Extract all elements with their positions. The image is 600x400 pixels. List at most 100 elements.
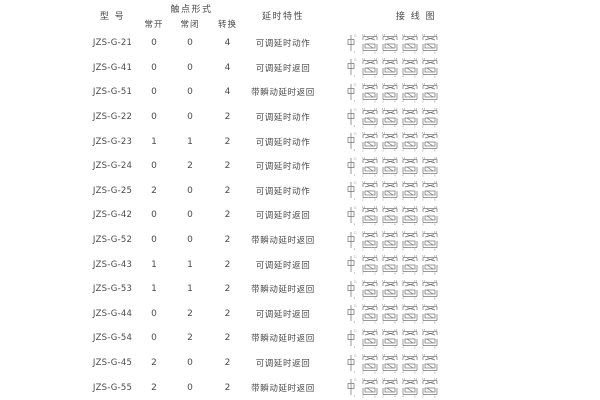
svg-text:13: 13	[382, 131, 386, 135]
svg-text:2: 2	[362, 149, 364, 153]
table-row: JZS-G-53 1 1 2 带瞬动延时返回 11 1 12 13 2 3 13 14 3 4 14 15 4 5 1…	[88, 277, 512, 302]
svg-text:3: 3	[374, 173, 376, 177]
svg-text:14: 14	[394, 230, 398, 234]
svg-text:2: 2	[362, 124, 364, 128]
svg-text:5: 5	[414, 75, 416, 79]
svg-text:3: 3	[374, 272, 376, 276]
svg-text:14: 14	[394, 107, 398, 111]
svg-text:3: 3	[382, 50, 384, 54]
svg-text:6: 6	[434, 173, 436, 177]
svg-text:1: 1	[354, 296, 356, 300]
svg-text:11: 11	[354, 255, 358, 259]
svg-text:5: 5	[422, 395, 424, 399]
svg-text:13: 13	[382, 303, 386, 307]
svg-text:11: 11	[354, 33, 358, 37]
svg-text:3: 3	[382, 173, 384, 177]
svg-text:5: 5	[422, 345, 424, 349]
svg-text:1: 1	[354, 99, 356, 103]
svg-text:14: 14	[394, 353, 398, 357]
cell-delay: 带瞬动延时返回	[251, 334, 315, 345]
table-row: JZS-G-52 0 0 2 带瞬动延时返回 11 1 12 13 2 3 13 14 3 4 14 15 4 5 1…	[88, 228, 512, 253]
svg-text:13: 13	[374, 205, 378, 209]
svg-text:13: 13	[374, 254, 378, 258]
cell-wiring: 11 1 12 13 2 3 13 14 3 4 14 15 4 5 15 16 5 6	[320, 228, 512, 253]
cell-wiring: 11 1 12 13 2 3 13 14 3 4 14 15 4 5 15 16 5 6	[320, 326, 512, 351]
cell-wiring: 11 1 12 13 2 3 13 14 3 4 14 15 4 5 15 16 5 6	[320, 252, 512, 277]
cell-contact-no: 2	[151, 358, 157, 369]
svg-text:3: 3	[382, 395, 384, 399]
cell-contact-change: 4	[224, 38, 231, 49]
svg-text:15: 15	[414, 33, 418, 37]
svg-text:15: 15	[422, 254, 426, 258]
svg-text:13: 13	[382, 230, 386, 234]
svg-text:16: 16	[434, 328, 438, 332]
svg-text:5: 5	[414, 345, 416, 349]
cell-model: JZS-G-54	[92, 333, 133, 344]
cell-delay: 带瞬动延时返回	[251, 285, 315, 296]
svg-text:5: 5	[422, 149, 424, 153]
cell-contact-nc: 2	[187, 308, 193, 319]
col-header-contact-form: 触点形式	[170, 4, 213, 15]
cell-contact-change: 2	[224, 382, 231, 393]
cell-model: JZS-G-52	[92, 235, 133, 246]
svg-text:3: 3	[382, 247, 384, 251]
cell-contact-change: 2	[224, 259, 231, 270]
svg-text:5: 5	[414, 124, 416, 128]
cell-contact-change: 2	[224, 333, 231, 344]
svg-text:12: 12	[362, 107, 366, 111]
svg-text:15: 15	[422, 107, 426, 111]
cell-contact-change: 4	[224, 87, 231, 98]
svg-text:3: 3	[374, 321, 376, 325]
svg-text:11: 11	[354, 329, 358, 333]
svg-text:3: 3	[382, 345, 384, 349]
svg-text:1: 1	[354, 197, 356, 201]
cell-model: JZS-G-51	[92, 87, 133, 98]
svg-text:12: 12	[362, 328, 366, 332]
svg-text:5: 5	[414, 247, 416, 251]
svg-text:4: 4	[394, 321, 396, 325]
svg-text:11: 11	[354, 58, 358, 62]
svg-text:12: 12	[362, 57, 366, 61]
svg-text:5: 5	[414, 370, 416, 374]
svg-text:15: 15	[414, 131, 418, 135]
svg-text:5: 5	[414, 222, 416, 226]
svg-text:15: 15	[414, 107, 418, 111]
cell-wiring: 11 1 12 13 2 3 13 14 3 4 14 15 4 5 15 16 5 6	[320, 105, 512, 130]
svg-text:2: 2	[362, 370, 364, 374]
cell-delay: 可调延时返回	[255, 260, 311, 271]
svg-text:4: 4	[402, 395, 404, 399]
svg-text:4: 4	[394, 345, 396, 349]
cell-contact-no: 0	[151, 62, 157, 73]
svg-text:12: 12	[362, 131, 366, 135]
cell-contact-nc: 0	[187, 210, 193, 221]
svg-text:15: 15	[414, 279, 418, 283]
cell-model: JZS-G-22	[92, 112, 133, 123]
svg-text:15: 15	[422, 377, 426, 381]
svg-text:6: 6	[434, 370, 436, 374]
svg-text:2: 2	[362, 198, 364, 202]
svg-text:2: 2	[362, 75, 364, 79]
cell-contact-no: 2	[151, 382, 157, 393]
svg-text:13: 13	[382, 82, 386, 86]
svg-text:3: 3	[374, 345, 376, 349]
svg-text:14: 14	[402, 230, 406, 234]
cell-delay: 可调延时动作	[255, 186, 311, 197]
cell-delay: 带瞬动延时返回	[251, 88, 315, 99]
cell-contact-nc: 0	[187, 382, 193, 393]
svg-text:15: 15	[414, 57, 418, 61]
svg-text:15: 15	[414, 353, 418, 357]
svg-text:5: 5	[414, 198, 416, 202]
svg-text:1: 1	[354, 320, 356, 324]
svg-text:11: 11	[354, 304, 358, 308]
svg-text:12: 12	[362, 156, 366, 160]
svg-text:16: 16	[434, 57, 438, 61]
svg-text:2: 2	[362, 222, 364, 226]
svg-text:3: 3	[382, 321, 384, 325]
cell-wiring: 11 1 12 13 2 3 13 14 3 4 14 15 4 5 15 16 5 6	[320, 80, 512, 105]
svg-text:6: 6	[434, 198, 436, 202]
cell-contact-change: 4	[224, 62, 231, 73]
